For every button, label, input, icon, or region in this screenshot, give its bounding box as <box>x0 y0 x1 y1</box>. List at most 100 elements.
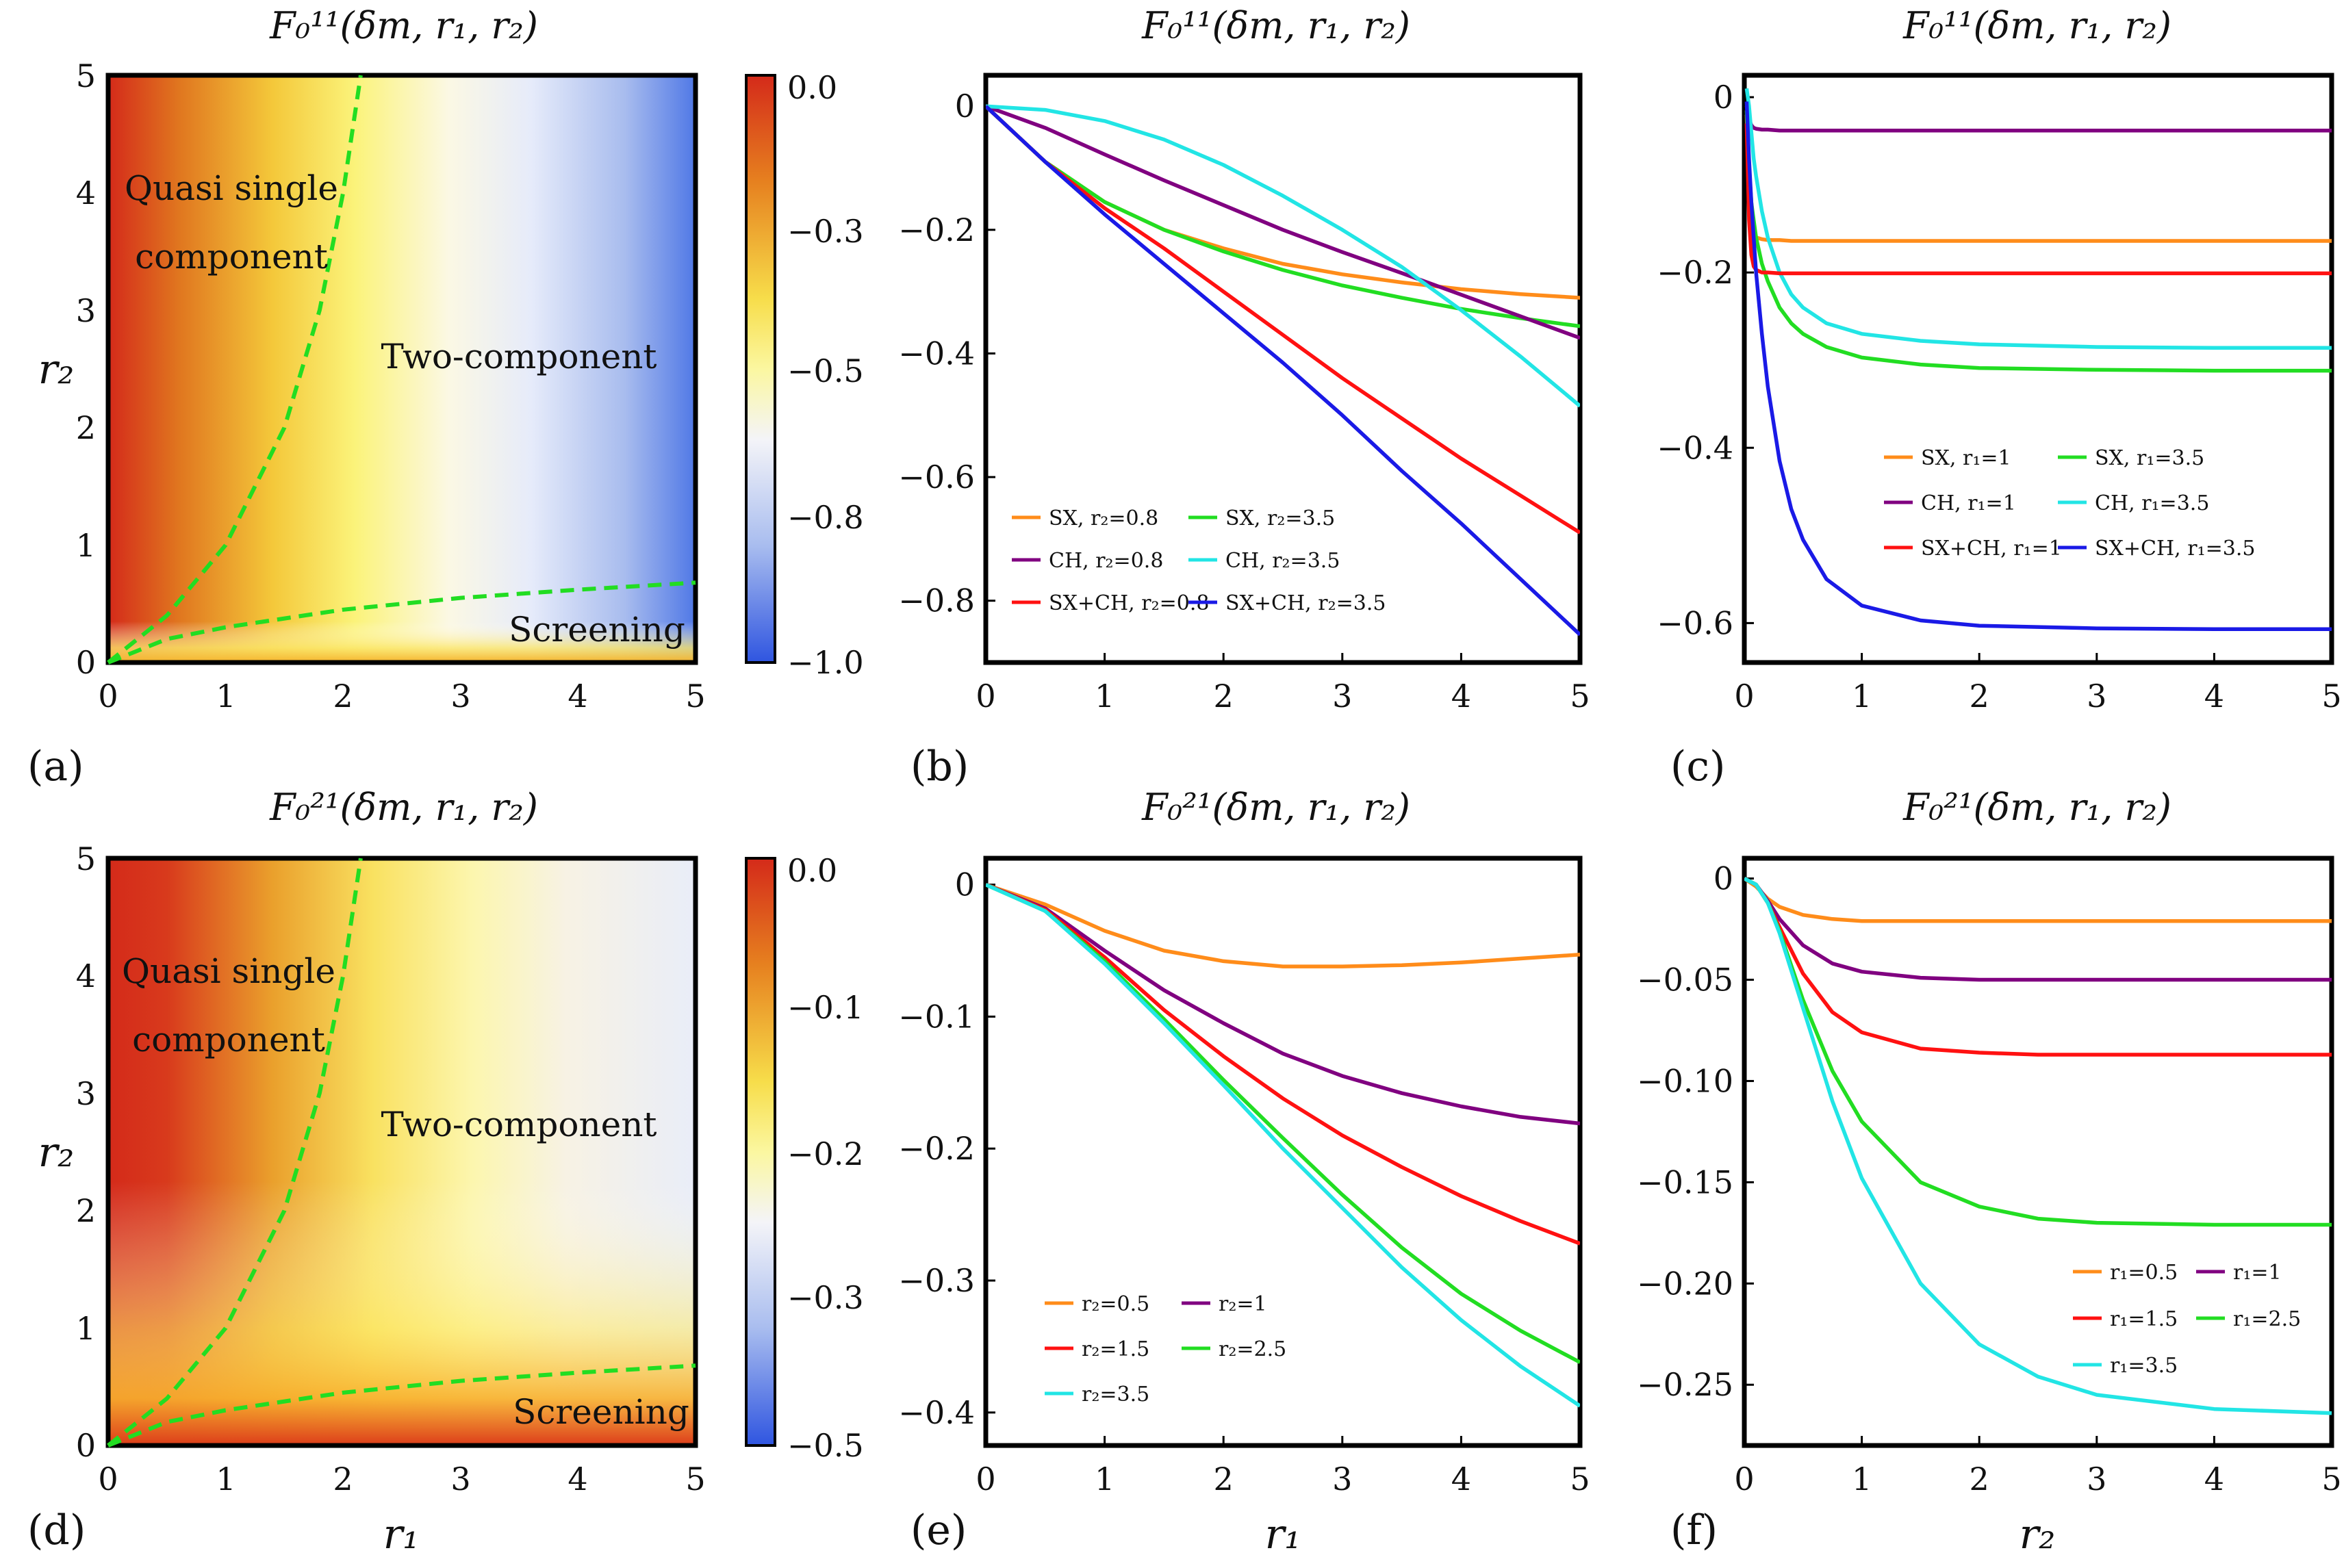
panel-f-xtick-5: 5 <box>2321 1461 2341 1498</box>
panel-a-ylabel: r₂ <box>38 346 75 394</box>
panel-b-legend-label-3: CH, r₂=3.5 <box>1225 549 1340 573</box>
panel-e-xtick-2: 2 <box>1214 1461 1234 1498</box>
panel-c-legend-label-2: CH, r₁=1 <box>1921 491 2016 515</box>
panel-a-xtick-5: 5 <box>685 678 705 715</box>
panel-c-series-5-line <box>1744 101 2332 632</box>
panel-f-series-2-line <box>1744 877 2332 1057</box>
panel-f-title: F₀²¹(δm, r₁, r₂) <box>1902 786 2171 829</box>
panel-d-xtick-5: 5 <box>685 1461 705 1498</box>
panel-b-series-3-line <box>986 104 1580 408</box>
panel-f-series-0-line <box>1744 877 2332 923</box>
panel-f-series-1-line <box>1744 877 2332 982</box>
panel-d-title: F₀²¹(δm, r₁, r₂) <box>269 786 538 829</box>
panel-e-frame <box>983 856 1583 1448</box>
panel-b-xtick-4: 4 <box>1451 678 1471 715</box>
panel-b-title: F₀¹¹(δm, r₁, r₂) <box>1141 4 1410 47</box>
panel-d-label: (d) <box>27 1506 86 1554</box>
panel-b-legend-label-0: SX, r₂=0.8 <box>1049 506 1158 530</box>
panel-d-ytick-0: 0 <box>76 1427 96 1464</box>
panel-d-region-quasi-line2: component <box>132 1020 325 1059</box>
panel-e-xtick-3: 3 <box>1332 1461 1352 1498</box>
panel-d-ylabel: r₂ <box>38 1129 75 1177</box>
panel-b-ytick-0: 0 <box>955 88 975 125</box>
panel-e-legend-label-3: r₂=2.5 <box>1219 1337 1286 1361</box>
panel-d-heatmap: F₀²¹(δm, r₁, r₂) Quasi single component … <box>27 786 864 1558</box>
panel-f-legend-label-0: r₁=0.5 <box>2110 1261 2178 1285</box>
panel-a-cbar-tick-1: −0.3 <box>787 213 864 250</box>
panel-e-series-3-line <box>986 883 1580 1364</box>
panel-a-region-quasi-line1: Quasi single <box>125 168 338 208</box>
panel-c-legend-label-4: SX+CH, r₁=1 <box>1921 537 2062 561</box>
panel-b-ytick-3: −0.6 <box>898 459 975 496</box>
panel-b-xtick-5: 5 <box>1570 678 1590 715</box>
panel-f-legend-label-1: r₁=1 <box>2233 1261 2282 1285</box>
panel-e-ytick-2: −0.2 <box>898 1130 975 1167</box>
panel-f-series-4-line <box>1744 877 2332 1415</box>
panel-d-xlabel: r₁ <box>383 1511 420 1558</box>
panel-d-screening-band <box>108 858 696 1445</box>
panel-a-boundary-upper <box>107 75 363 665</box>
panel-a-colorbar <box>745 74 776 664</box>
panel-f-ytick-4: −0.20 <box>1637 1265 1733 1302</box>
panel-e-line-chart: F₀²¹(δm, r₁, r₂) 0 1 2 3 4 5 0 −0.1 −0.2 −0.3 −0.4… <box>898 786 1590 1558</box>
panel-a-cbar-tick-3: −0.8 <box>787 499 864 536</box>
panel-b-xtick-0: 0 <box>976 678 995 715</box>
panel-e-xtick-0: 0 <box>976 1461 995 1498</box>
panel-f-xtick-2: 2 <box>1970 1461 1989 1498</box>
panel-a-ytick-1: 1 <box>76 527 96 564</box>
panel-b-frame <box>983 73 1583 665</box>
panel-e-ytick-0: 0 <box>955 866 975 903</box>
panel-b-ytick-1: −0.2 <box>898 211 975 248</box>
panel-e-series-4-line <box>986 883 1580 1408</box>
panel-b-xtick-1: 1 <box>1095 678 1114 715</box>
panel-e-xtick-5: 5 <box>1570 1461 1590 1498</box>
panel-a-heatmap: F₀¹¹(δm, r₁, r₂) Quasi single component … <box>27 4 864 791</box>
panel-e-xtick-4: 4 <box>1451 1461 1471 1498</box>
panel-d-boundary-upper <box>107 858 363 1448</box>
panel-f-xtick-4: 4 <box>2204 1461 2224 1498</box>
panel-b-series-2-line <box>986 104 1580 340</box>
panel-b-series-4-line <box>986 105 1580 535</box>
panel-f-ytick-2: −0.10 <box>1637 1062 1733 1099</box>
panel-a-ytick-3: 3 <box>76 292 96 329</box>
panel-f-legend-label-3: r₁=2.5 <box>2233 1307 2301 1331</box>
panel-c-xtick-4: 4 <box>2204 678 2224 715</box>
panel-e-series-2-line <box>986 883 1580 1246</box>
panel-e-legend-label-1: r₂=1 <box>1219 1292 1267 1316</box>
panel-b-legend-label-1: SX, r₂=3.5 <box>1225 506 1335 530</box>
panel-c-xtick-0: 0 <box>1734 678 1754 715</box>
panel-d-xtick-2: 2 <box>333 1461 353 1498</box>
panel-a-cbar-tick-0: 0.0 <box>787 69 837 106</box>
panel-f-line-chart: F₀²¹(δm, r₁, r₂) 0 1 2 3 4 5 0 −0.05 −0.10 −0.15 −… <box>1637 786 2342 1558</box>
panel-d-xtick-1: 1 <box>216 1461 235 1498</box>
panel-c-legend-label-0: SX, r₁=1 <box>1921 446 2011 470</box>
panel-c-label: (c) <box>1670 743 1725 791</box>
panel-d-cbar-tick-0: 0.0 <box>787 852 837 889</box>
panel-d-cbar-tick-4: −0.5 <box>787 1427 864 1464</box>
panel-f-legend-label-2: r₁=1.5 <box>2110 1307 2178 1331</box>
panel-c-ytick-1: −0.2 <box>1657 254 1733 291</box>
panel-b-label: (b) <box>910 743 969 791</box>
panel-e-ytick-4: −0.4 <box>898 1394 975 1431</box>
panel-a-cbar-tick-4: −1.0 <box>787 644 864 681</box>
panel-a-ytick-0: 0 <box>76 644 96 681</box>
panel-f-label: (f) <box>1670 1506 1718 1554</box>
panel-b-legend-label-5: SX+CH, r₂=3.5 <box>1225 591 1386 615</box>
panel-d-cbar-tick-3: −0.3 <box>787 1279 864 1316</box>
panel-f-ytick-3: −0.15 <box>1637 1164 1733 1200</box>
panel-e-ytick-1: −0.1 <box>898 998 975 1035</box>
panel-a-xtick-0: 0 <box>98 678 118 715</box>
panel-f-ytick-5: −0.25 <box>1637 1366 1733 1403</box>
panel-c-line-chart: F₀¹¹(δm, r₁, r₂) 0 1 2 3 4 5 0 −0.2 −0.4 −0.6 SX, … <box>1657 4 2341 791</box>
panel-c-xtick-1: 1 <box>1852 678 1872 715</box>
panel-f-ytick-1: −0.05 <box>1637 962 1733 999</box>
panel-a-screening-band <box>108 75 696 663</box>
panel-e-legend-label-0: r₂=0.5 <box>1082 1292 1149 1316</box>
panel-f-frame <box>1742 856 2334 1448</box>
panel-c-ytick-0: 0 <box>1714 79 1733 116</box>
panel-a-xtick-4: 4 <box>568 678 587 715</box>
panel-e-xtick-1: 1 <box>1095 1461 1114 1498</box>
panel-d-ytick-3: 3 <box>76 1075 96 1112</box>
panel-b-series-1-line <box>986 105 1580 329</box>
